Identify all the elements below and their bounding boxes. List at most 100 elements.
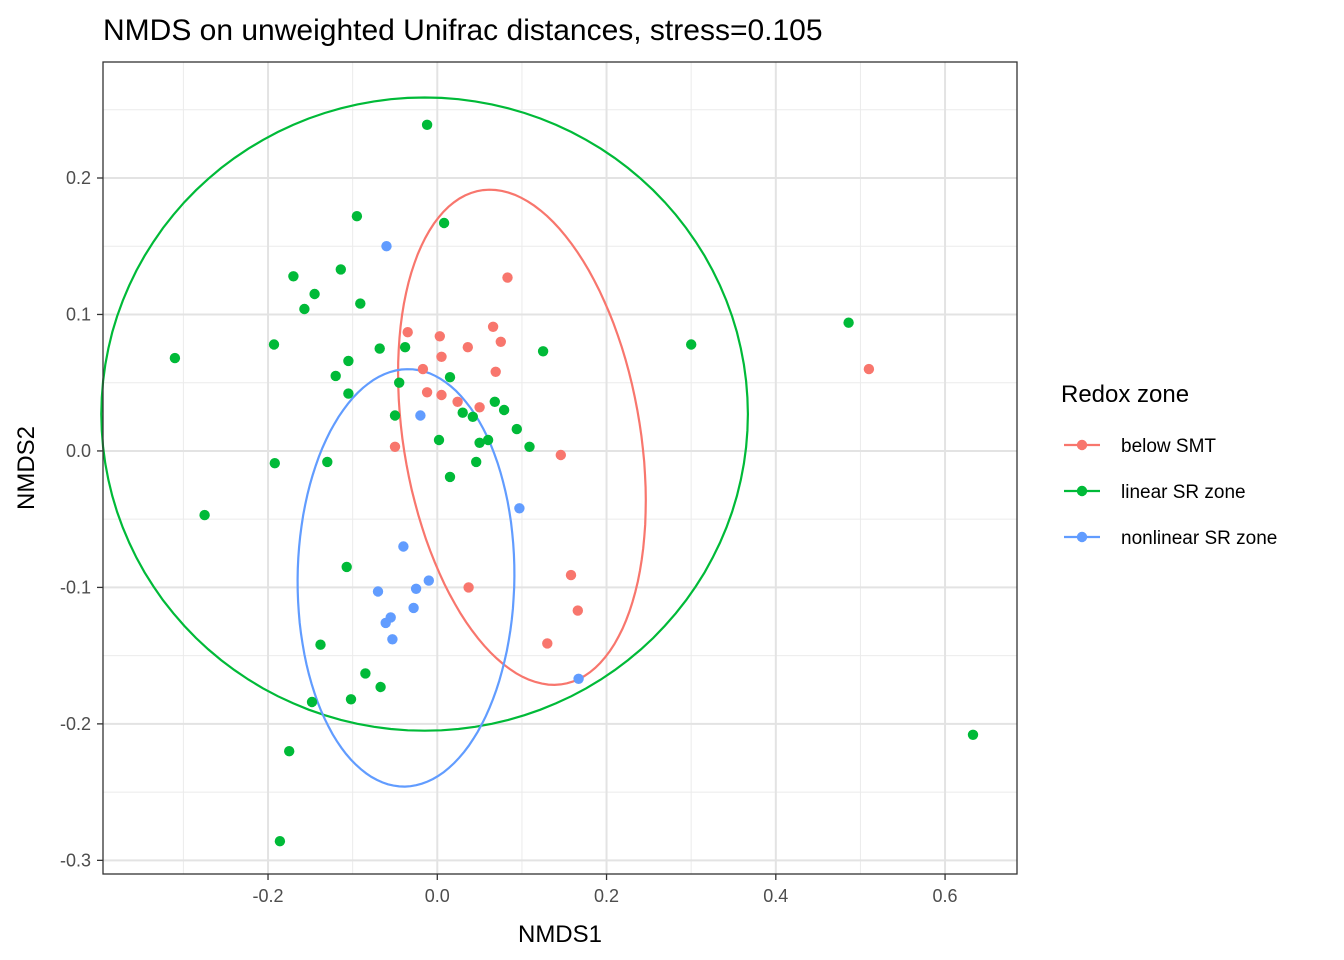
point-linear-sr-zone bbox=[489, 396, 500, 407]
confidence-ellipses bbox=[100, 96, 749, 788]
legend-items: below SMT linear SR zone nonlinear SR zone bbox=[1064, 436, 1277, 549]
point-below-smt bbox=[421, 387, 433, 398]
point-linear-sr-zone bbox=[299, 303, 310, 315]
x-tick-label: 0.2 bbox=[594, 886, 619, 906]
point-nonlinear-sr-zone bbox=[380, 617, 391, 629]
point-below-smt bbox=[555, 449, 566, 461]
point-below-smt bbox=[402, 327, 413, 338]
point-linear-sr-zone bbox=[322, 456, 333, 468]
point-linear-sr-zone bbox=[288, 271, 299, 282]
x-axis: -0.2 0.0 0.2 0.4 0.6 bbox=[253, 874, 958, 906]
panel-border bbox=[102, 61, 1018, 875]
point-below-smt bbox=[389, 441, 401, 452]
point-nonlinear-sr-zone bbox=[398, 541, 409, 552]
point-linear-sr-zone bbox=[274, 836, 286, 847]
legend-key-point bbox=[1076, 531, 1088, 543]
point-nonlinear-sr-zone bbox=[387, 634, 398, 645]
point-below-smt bbox=[434, 331, 445, 342]
y-tick-label: 0.0 bbox=[66, 441, 91, 461]
x-axis-title: NMDS1 bbox=[518, 921, 602, 948]
y-tick-label: 0.2 bbox=[66, 168, 91, 188]
point-below-smt bbox=[495, 336, 506, 347]
point-linear-sr-zone bbox=[269, 458, 280, 469]
point-linear-sr-zone bbox=[433, 434, 445, 446]
point-below-smt bbox=[487, 321, 499, 332]
point-linear-sr-zone bbox=[967, 729, 979, 740]
legend-label: below SMT bbox=[1121, 436, 1216, 457]
point-linear-sr-zone bbox=[268, 339, 280, 350]
legend-title: Redox zone bbox=[1061, 381, 1189, 408]
point-linear-sr-zone bbox=[355, 298, 366, 309]
point-below-smt bbox=[502, 272, 513, 283]
grid-major bbox=[103, 62, 1017, 874]
point-linear-sr-zone bbox=[399, 342, 411, 353]
point-linear-sr-zone bbox=[284, 746, 295, 757]
point-linear-sr-zone bbox=[335, 264, 346, 275]
x-tick-label: 0.6 bbox=[933, 886, 958, 906]
point-linear-sr-zone bbox=[438, 217, 450, 229]
point-below-smt bbox=[436, 389, 447, 401]
point-below-smt bbox=[462, 342, 473, 353]
point-linear-sr-zone bbox=[309, 288, 320, 300]
y-tick-label: 0.1 bbox=[66, 304, 91, 324]
legend-label: nonlinear SR zone bbox=[1121, 528, 1277, 549]
point-below-smt bbox=[490, 366, 501, 377]
x-tick-label: 0.0 bbox=[425, 886, 450, 906]
legend-key-point bbox=[1076, 439, 1088, 451]
legend-item-below-smt: below SMT bbox=[1064, 436, 1216, 457]
x-tick-label: 0.4 bbox=[763, 886, 788, 906]
point-linear-sr-zone bbox=[537, 346, 549, 357]
ellipse-below-smt bbox=[396, 188, 647, 687]
point-linear-sr-zone bbox=[843, 317, 854, 328]
x-tick-label: -0.2 bbox=[253, 886, 284, 906]
ellipse-linear-sr-zone bbox=[100, 96, 749, 732]
point-linear-sr-zone bbox=[467, 411, 478, 422]
point-linear-sr-zone bbox=[306, 696, 318, 708]
point-nonlinear-sr-zone bbox=[423, 575, 434, 586]
point-below-smt bbox=[463, 582, 474, 593]
point-nonlinear-sr-zone bbox=[415, 410, 426, 421]
point-linear-sr-zone bbox=[343, 388, 354, 399]
point-linear-sr-zone bbox=[686, 339, 697, 350]
point-linear-sr-zone bbox=[511, 423, 522, 435]
point-nonlinear-sr-zone bbox=[372, 586, 384, 597]
point-below-smt bbox=[474, 402, 485, 413]
point-linear-sr-zone bbox=[360, 668, 371, 679]
point-linear-sr-zone bbox=[394, 377, 405, 388]
point-linear-sr-zone bbox=[474, 437, 485, 448]
point-nonlinear-sr-zone bbox=[410, 583, 422, 594]
panel-background bbox=[103, 62, 1017, 874]
ellipse-nonlinear-sr-zone bbox=[296, 368, 516, 788]
chart-title: NMDS on unweighted Unifrac distances, st… bbox=[103, 14, 823, 47]
point-linear-sr-zone bbox=[471, 456, 482, 468]
point-linear-sr-zone bbox=[444, 372, 456, 383]
y-tick-label: -0.1 bbox=[60, 577, 91, 597]
point-linear-sr-zone bbox=[482, 434, 494, 446]
point-linear-sr-zone bbox=[199, 509, 210, 521]
y-tick-label: -0.3 bbox=[60, 850, 91, 870]
point-linear-sr-zone bbox=[315, 639, 326, 650]
point-nonlinear-sr-zone bbox=[381, 241, 392, 252]
y-axis: -0.3 -0.2 -0.1 0.0 0.1 0.2 bbox=[60, 168, 103, 870]
point-nonlinear-sr-zone bbox=[514, 503, 525, 514]
point-linear-sr-zone bbox=[341, 561, 352, 573]
point-below-smt bbox=[542, 638, 553, 649]
point-nonlinear-sr-zone bbox=[573, 673, 584, 684]
legend-label: linear SR zone bbox=[1121, 482, 1246, 503]
plot-panel bbox=[100, 61, 1018, 875]
point-linear-sr-zone bbox=[444, 471, 456, 483]
point-linear-sr-zone bbox=[389, 410, 401, 421]
point-linear-sr-zone bbox=[375, 681, 386, 693]
point-linear-sr-zone bbox=[345, 694, 357, 705]
y-tick-label: -0.2 bbox=[60, 714, 91, 734]
point-linear-sr-zone bbox=[169, 352, 181, 364]
point-nonlinear-sr-zone bbox=[408, 602, 419, 614]
legend-key-point bbox=[1076, 485, 1088, 497]
point-below-smt bbox=[436, 351, 447, 362]
point-linear-sr-zone bbox=[351, 211, 363, 222]
point-linear-sr-zone bbox=[457, 407, 468, 418]
point-below-smt bbox=[863, 363, 875, 375]
legend: Redox zone below SMT linear SR zone nonlin… bbox=[1061, 381, 1277, 549]
legend-item-linear-sr-zone: linear SR zone bbox=[1064, 482, 1246, 503]
